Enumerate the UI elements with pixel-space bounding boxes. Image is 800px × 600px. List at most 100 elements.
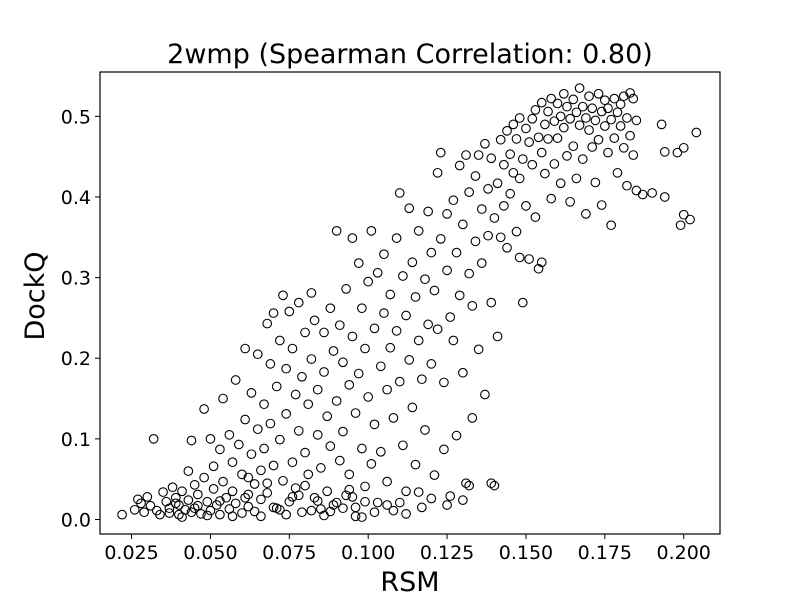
data-point: [401, 310, 411, 321]
data-point: [252, 349, 263, 360]
data-point: [432, 167, 443, 178]
data-point: [275, 335, 285, 346]
data-point: [603, 103, 613, 114]
data-point: [287, 343, 298, 354]
data-point: [278, 475, 288, 486]
data-point: [530, 105, 541, 115]
x-tick-label: 0.150: [499, 542, 553, 564]
data-point: [183, 466, 194, 476]
data-point: [240, 343, 250, 354]
data-point: [287, 457, 298, 468]
data-point: [581, 113, 591, 123]
data-point: [565, 196, 575, 207]
data-point: [230, 498, 241, 509]
data-point: [615, 99, 626, 110]
data-point: [322, 486, 333, 497]
data-point: [382, 384, 392, 395]
data-point: [571, 173, 582, 184]
y-tick-label: 0.2: [61, 348, 91, 370]
data-point: [208, 484, 219, 494]
data-point: [161, 496, 172, 507]
data-point: [568, 141, 579, 152]
data-point: [347, 331, 358, 342]
data-point: [382, 476, 392, 487]
data-point: [618, 142, 629, 153]
x-tick-label: 0.200: [657, 542, 711, 564]
data-point: [293, 490, 304, 501]
data-point: [486, 478, 497, 489]
data-point: [167, 482, 178, 493]
data-point: [208, 461, 219, 472]
data-point: [385, 342, 396, 353]
data-point: [360, 496, 370, 507]
data-point: [196, 508, 206, 519]
data-point: [622, 113, 632, 123]
data-point: [372, 267, 383, 278]
data-point: [325, 441, 336, 451]
data-point: [382, 500, 392, 510]
data-point: [350, 408, 361, 418]
data-point: [533, 263, 544, 274]
data-point: [174, 509, 184, 520]
data-point: [606, 220, 617, 231]
data-point: [508, 119, 519, 130]
data-point: [625, 88, 635, 98]
data-point: [609, 133, 620, 143]
data-point: [192, 500, 203, 511]
data-point: [155, 509, 165, 520]
data-point: [227, 457, 238, 468]
data-point: [524, 137, 534, 147]
data-point: [511, 226, 522, 237]
y-axis-ticks: 0.0 0.1 0.2 0.3 0.4 0.5: [61, 106, 100, 531]
data-point: [401, 486, 411, 497]
x-axis-ticks: 0.025 0.050 0.075 0.100 0.125 0.150 0.175 0.200: [104, 534, 711, 564]
x-tick-label: 0.075: [262, 542, 316, 564]
data-point: [265, 418, 276, 429]
data-point: [142, 492, 153, 502]
data-point: [300, 480, 310, 491]
data-point: [593, 88, 604, 99]
data-point: [685, 214, 695, 225]
data-point: [360, 481, 370, 492]
data-point: [177, 486, 187, 497]
data-point: [316, 504, 326, 514]
data-point: [388, 505, 399, 516]
data-point: [675, 220, 686, 231]
data-point: [558, 122, 569, 133]
data-point: [429, 285, 440, 296]
data-point: [246, 449, 257, 460]
data-point: [407, 402, 418, 413]
data-point: [571, 107, 582, 118]
data-point: [341, 284, 351, 294]
data-point: [517, 297, 528, 308]
data-point: [401, 508, 411, 519]
data-point: [256, 511, 266, 522]
data-point: [492, 178, 503, 189]
data-point: [227, 486, 238, 497]
data-point: [442, 209, 452, 219]
data-point: [297, 507, 307, 518]
data-point: [237, 508, 247, 518]
data-point: [470, 171, 481, 181]
data-point: [404, 354, 415, 365]
data-point: [192, 489, 203, 500]
data-point: [622, 180, 632, 191]
data-point: [511, 134, 522, 144]
x-tick-label: 0.050: [183, 542, 237, 564]
data-point: [505, 188, 516, 199]
data-point: [546, 93, 557, 104]
data-point: [458, 219, 468, 230]
data-point: [369, 507, 380, 518]
data-point: [659, 192, 670, 202]
data-point: [325, 506, 336, 517]
data-point: [199, 404, 209, 414]
data-point: [499, 200, 509, 211]
data-point: [394, 497, 405, 508]
data-point: [303, 399, 314, 410]
data-point: [476, 258, 487, 268]
data-point: [388, 413, 399, 423]
data-point: [435, 147, 446, 158]
data-point: [350, 511, 361, 522]
data-point: [596, 200, 607, 210]
data-point: [287, 492, 298, 502]
